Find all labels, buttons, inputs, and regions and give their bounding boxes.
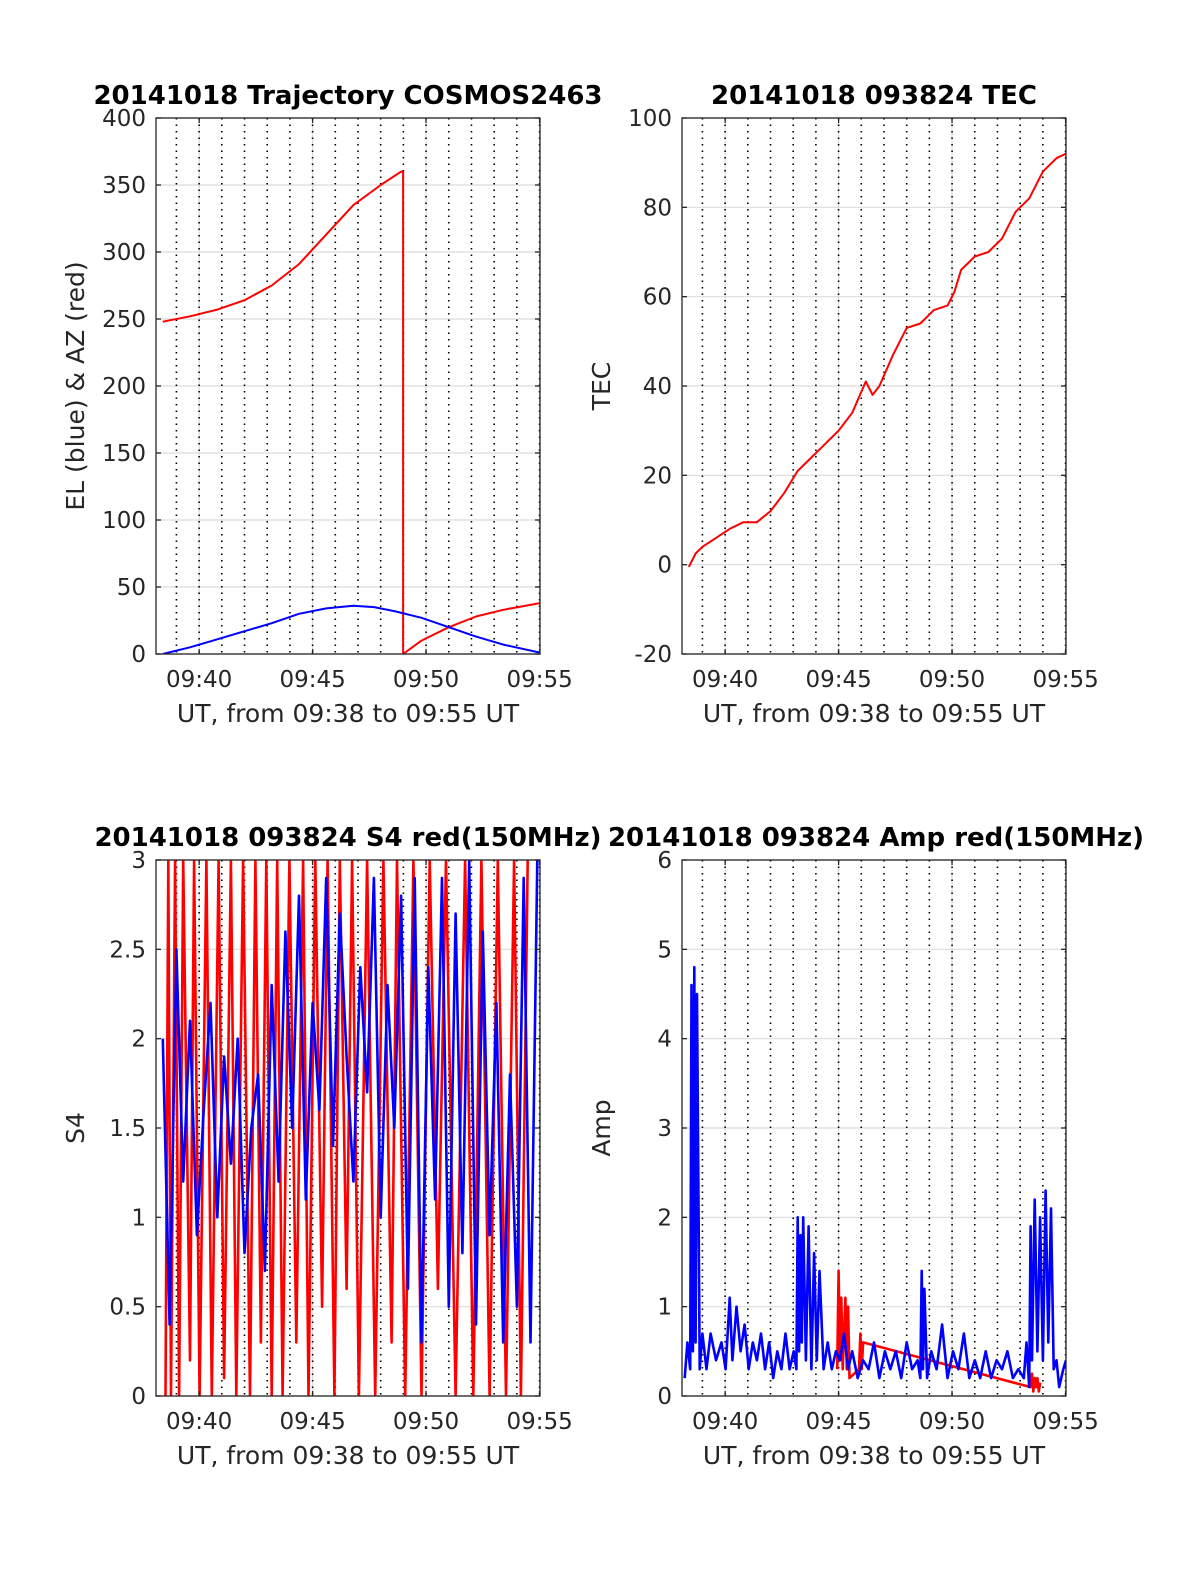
y-tick-label: 100 [628, 106, 672, 132]
y-tick-label: 80 [643, 195, 672, 221]
series-az-line [162, 170, 540, 654]
y-tick-label: 200 [102, 374, 146, 400]
series-red-line [687, 152, 1066, 568]
y-tick-label: 6 [657, 848, 672, 874]
chart-tec: -20 0 20 40 60 80 100 09:40 09:45 09:50 09:55 UT, f… [587, 81, 1099, 728]
y-tick-label: 0.5 [109, 1295, 146, 1321]
chart-trajectory: 0 50 100 150 200 250 300 350 400 09:40 09:45 09:50 0… [61, 81, 603, 728]
y-tick-label: 2 [131, 1027, 146, 1053]
y-axis-label: S4 [61, 1112, 90, 1144]
y-tick-label: 3 [657, 1116, 672, 1142]
y-axis-label: Amp [587, 1099, 616, 1156]
y-tick-label: 2.5 [109, 937, 146, 963]
x-axis-label: UT, from 09:38 to 09:55 UT [177, 699, 520, 728]
x-tick-label: 09:55 [506, 667, 572, 693]
x-tick-label: 09:50 [393, 667, 459, 693]
x-tick-label: 09:40 [166, 667, 232, 693]
y-tick-label: 40 [643, 374, 672, 400]
chart-title: 20141018 093824 Amp red(150MHz) [608, 823, 1144, 853]
y-tick-label: 150 [102, 441, 146, 467]
x-tick-label: 09:45 [805, 1409, 871, 1435]
x-tick-label: 09:40 [692, 1409, 758, 1435]
y-tick-label: 300 [102, 240, 146, 266]
y-tick-label: 20 [643, 463, 672, 489]
y-axis-label: EL (blue) & AZ (red) [61, 261, 90, 510]
y-tick-label: 50 [117, 575, 146, 601]
y-tick-label: 100 [102, 508, 146, 534]
y-tick-label: 0 [131, 1384, 146, 1410]
x-tick-label: 09:45 [279, 1409, 345, 1435]
y-tick-label: 350 [102, 173, 146, 199]
series-red-line [835, 1269, 1042, 1393]
y-tick-label: -20 [634, 642, 672, 668]
x-tick-label: 09:40 [692, 667, 758, 693]
x-tick-label: 09:40 [166, 1409, 232, 1435]
y-tick-label: 5 [657, 937, 672, 963]
x-tick-label: 09:50 [393, 1409, 459, 1435]
y-tick-label: 400 [102, 106, 146, 132]
x-tick-label: 09:50 [919, 1409, 985, 1435]
series-el-line [162, 604, 540, 654]
y-tick-label: 4 [657, 1027, 672, 1053]
chart-title: 20141018 Trajectory COSMOS2463 [93, 81, 602, 111]
y-tick-label: 250 [102, 307, 146, 333]
y-tick-label: 60 [643, 285, 672, 311]
y-tick-label: 1.5 [109, 1116, 146, 1142]
series-blue-line [683, 965, 1066, 1389]
chart-title: 20141018 093824 TEC [711, 81, 1037, 111]
y-tick-label: 1 [657, 1295, 672, 1321]
y-tick-label: 3 [131, 848, 146, 874]
x-tick-label: 09:55 [506, 1409, 572, 1435]
chart-amp: 0 1 2 3 4 5 6 09:40 09:45 09:50 09:55 UT, from 09:3… [587, 823, 1144, 1470]
x-tick-label: 09:55 [1032, 1409, 1098, 1435]
x-tick-label: 09:45 [279, 667, 345, 693]
x-axis-label: UT, from 09:38 to 09:55 UT [703, 699, 1046, 728]
y-axis-label: TEC [587, 362, 616, 412]
chart-title: 20141018 093824 S4 red(150MHz) [94, 823, 601, 853]
chart-s4: 0 0.5 1 1.5 2 2.5 3 09:40 09:45 09:50 09:55 UT, fro… [61, 823, 602, 1470]
x-tick-label: 09:45 [805, 667, 871, 693]
x-tick-label: 09:55 [1032, 667, 1098, 693]
y-tick-label: 0 [131, 642, 146, 668]
series-blue-line [161, 860, 539, 1344]
x-tick-label: 09:50 [919, 667, 985, 693]
y-tick-label: 1 [131, 1205, 146, 1231]
y-tick-label: 0 [657, 553, 672, 579]
x-axis-label: UT, from 09:38 to 09:55 UT [703, 1441, 1046, 1470]
y-tick-label: 0 [657, 1384, 672, 1410]
y-tick-label: 2 [657, 1205, 672, 1231]
x-axis-label: UT, from 09:38 to 09:55 UT [177, 1441, 520, 1470]
